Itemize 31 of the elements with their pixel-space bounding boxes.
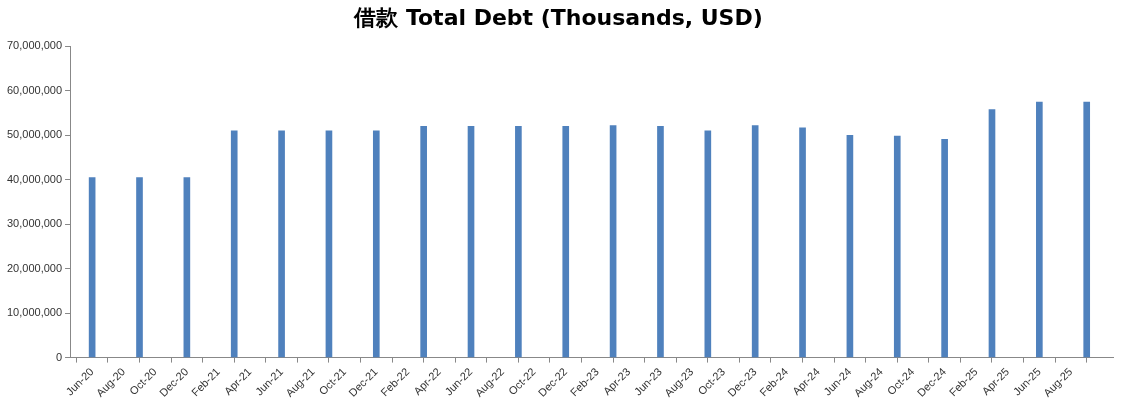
bar xyxy=(1083,101,1091,358)
bar xyxy=(893,135,901,358)
bar xyxy=(988,109,996,358)
bar xyxy=(278,130,285,358)
y-tick-label: 10,000,000 xyxy=(6,306,63,319)
bar xyxy=(467,126,475,358)
bar xyxy=(1036,101,1043,358)
y-tick-label: 0 xyxy=(55,350,63,363)
y-tick-label: 30,000,000 xyxy=(6,217,63,230)
y-tick-label: 70,000,000 xyxy=(6,39,63,52)
bar xyxy=(941,138,948,358)
bar xyxy=(88,177,96,358)
bar xyxy=(420,126,427,358)
bar xyxy=(704,130,712,358)
bar xyxy=(609,125,617,358)
bar xyxy=(325,130,333,358)
bar xyxy=(562,126,570,358)
bar xyxy=(183,177,191,358)
bar xyxy=(230,130,238,358)
bar xyxy=(136,177,143,358)
bar xyxy=(846,134,854,358)
bar xyxy=(515,126,522,358)
y-tick-label: 50,000,000 xyxy=(6,128,63,141)
chart-title: 借款 Total Debt (Thousands, USD) xyxy=(353,4,763,30)
y-tick-label: 60,000,000 xyxy=(6,83,63,96)
bar xyxy=(372,130,380,358)
bar xyxy=(657,126,664,358)
y-tick-label: 40,000,000 xyxy=(6,172,63,185)
y-tick-label: 20,000,000 xyxy=(6,261,63,274)
bar xyxy=(799,127,806,358)
bar xyxy=(751,125,759,358)
